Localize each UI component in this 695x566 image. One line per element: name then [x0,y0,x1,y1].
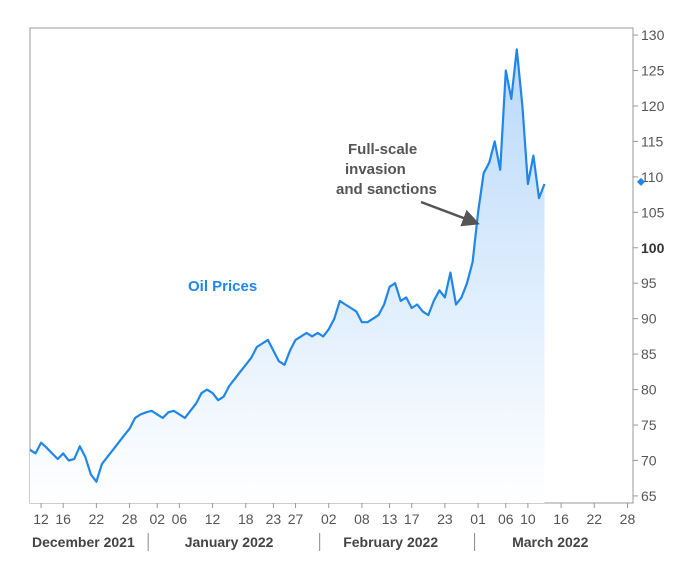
x-tick-label: 22 [586,511,602,527]
x-tick-label: 12 [205,511,221,527]
last-price-marker [637,177,645,186]
y-tick-label: 75 [641,417,657,433]
x-tick-label: 10 [520,511,536,527]
y-tick-label: 90 [641,311,657,327]
x-tick-label: 08 [354,511,370,527]
x-tick-label: 13 [382,511,398,527]
x-tick-label: 16 [55,511,71,527]
y-tick-label: 115 [641,133,664,149]
y-tick-label: 105 [641,204,665,220]
y-tick-label: 80 [641,382,657,398]
y-tick-label: 85 [641,346,657,362]
x-tick-label: 06 [498,511,514,527]
price-area [30,49,545,504]
x-tick-label: 27 [288,511,304,527]
y-tick-label: 70 [641,452,657,468]
annotation-line-3: and sanctions [336,181,437,198]
price-line-group [29,48,546,483]
x-tick-label: 06 [172,511,188,527]
x-tick-label: 02 [321,511,337,527]
y-tick-label: 95 [641,275,657,291]
price-line [29,48,546,483]
annotation-line-1: Full-scale [348,141,417,158]
series-label: Oil Prices [188,278,257,295]
x-tick-label: 17 [404,511,420,527]
annotation: Full-scale invasion and sanctions [336,141,480,227]
x-tick-label: 12 [33,511,49,527]
x-tick-label: 18 [238,511,254,527]
month-label: January 2022 [185,534,274,550]
x-tick-label: 02 [149,511,165,527]
x-tick-label: 01 [470,511,486,527]
x-tick-label: 28 [122,511,138,527]
y-tick-label: 65 [641,488,657,504]
annotation-line-2: invasion [345,161,406,178]
x-tick-label: 22 [89,511,105,527]
y-tick-label: 110 [641,169,664,185]
month-label: March 2022 [512,534,588,550]
annotation-arrow [420,200,480,227]
y-axis-ticks: 65 70 75 80 85 90 95 100 105 110 115 120 125 130 [633,27,665,504]
month-label: February 2022 [343,534,438,550]
x-axis-ticks: 12 16 22 28 02 06 12 18 23 27 02 08 13 17 23 01 06 10 16 22… [33,503,635,527]
y-tick-label: 100 [641,240,665,256]
month-label: December 2021 [32,534,135,550]
y-tick-label: 130 [641,27,665,43]
y-tick-label: 125 [641,63,665,79]
price-area-fill [30,49,545,504]
month-labels: December 2021 January 2022 February 2022 Ma… [32,533,589,551]
x-tick-label: 23 [437,511,453,527]
x-tick-label: 28 [620,511,636,527]
x-tick-label: 16 [553,511,569,527]
y-tick-label: 120 [641,98,665,114]
x-tick-label: 23 [266,511,282,527]
